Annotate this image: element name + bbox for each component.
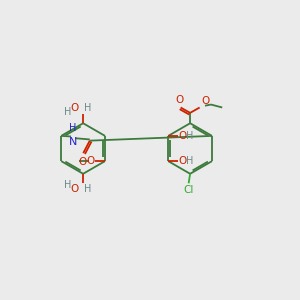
Text: O: O <box>178 131 187 141</box>
Text: H: H <box>64 107 71 117</box>
Text: O: O <box>178 156 187 166</box>
Text: H: H <box>186 156 194 166</box>
Text: N: N <box>69 137 77 147</box>
Text: H: H <box>64 180 71 190</box>
Text: O: O <box>202 96 210 106</box>
Text: O: O <box>175 94 183 104</box>
Text: H: H <box>69 123 77 133</box>
Text: H: H <box>84 184 91 194</box>
Text: Cl: Cl <box>184 185 194 195</box>
Text: O: O <box>86 156 94 166</box>
Text: O: O <box>70 184 79 194</box>
Text: H: H <box>186 131 194 141</box>
Text: O: O <box>79 157 87 167</box>
Text: H: H <box>84 103 91 112</box>
Text: O: O <box>70 103 79 112</box>
